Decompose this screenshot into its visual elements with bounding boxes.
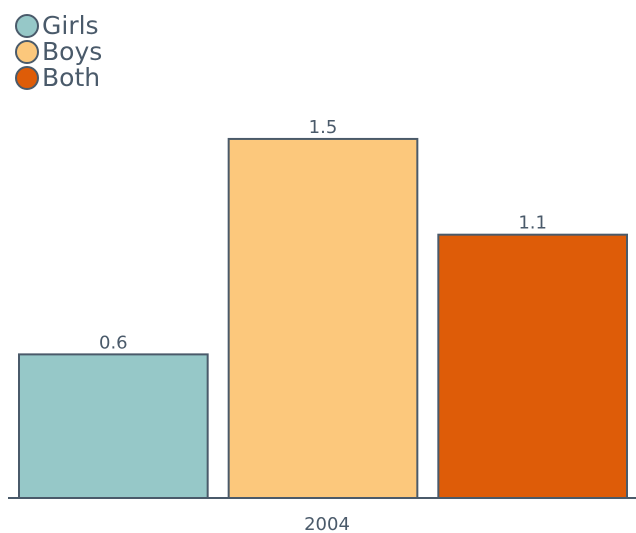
legend-swatch (15, 66, 39, 90)
value-label: 1.1 (518, 213, 547, 234)
x-tick-label: 2004 (304, 514, 350, 533)
value-label: 1.5 (309, 117, 338, 138)
bar (227, 137, 419, 499)
bar (18, 353, 209, 499)
bar (437, 233, 629, 499)
legend-swatch (15, 14, 39, 38)
legend-label: Boys (42, 37, 102, 66)
legend-swatch (15, 40, 39, 64)
legend-label: Both (42, 63, 100, 92)
legend-label: Girls (42, 11, 99, 40)
value-label: 0.6 (99, 332, 128, 353)
